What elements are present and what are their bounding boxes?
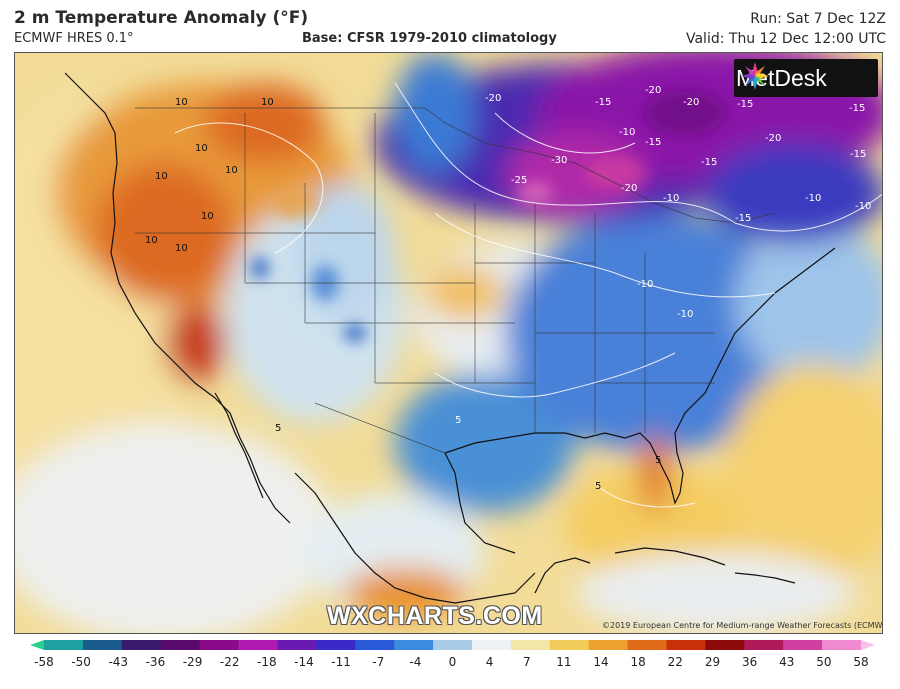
colorbar-segment xyxy=(199,640,240,650)
colorbar-tick-label: -22 xyxy=(219,655,240,669)
colorbar-segment xyxy=(783,640,823,650)
valid-time-label: Valid: Thu 12 Dec 12:00 UTC xyxy=(685,31,886,47)
contour-lines xyxy=(174,82,882,508)
contour-label: -20 xyxy=(621,183,638,194)
contour-label: 10 xyxy=(175,97,188,108)
model-label: ECMWF HRES 0.1° xyxy=(14,31,134,46)
colorbar-tick-label: -50 xyxy=(71,655,91,669)
map-title: 2 m Temperature Anomaly (°F) xyxy=(14,8,309,28)
contour-label: -20 xyxy=(645,85,662,96)
contour-label: -15 xyxy=(849,103,866,114)
colorbar-segment xyxy=(666,640,706,650)
temperature-anomaly-map: 10 10 10 10 10 10 10 10 -20 -15 -20 -20 … xyxy=(14,52,883,634)
contour-label: -20 xyxy=(765,133,782,144)
colorbar-segment xyxy=(627,640,667,650)
colorbar-tick-label: 29 xyxy=(704,655,721,669)
colorbar-tick-label: -43 xyxy=(108,655,129,669)
colorbar xyxy=(30,640,875,650)
coastlines xyxy=(64,72,836,604)
colorbar-segment xyxy=(121,640,162,650)
contour-label: -15 xyxy=(737,99,754,110)
anomaly-field xyxy=(15,53,882,633)
colorbar-segment xyxy=(549,640,590,650)
contour-label: -15 xyxy=(595,97,612,108)
colorbar-segment xyxy=(822,640,862,650)
metdesk-logo: MetDesk xyxy=(734,59,878,97)
contour-label: -10 xyxy=(855,201,872,212)
contour-label: 10 xyxy=(195,143,208,154)
colorbar-tick-label: -58 xyxy=(34,655,54,669)
colorbar-tick-label: 50 xyxy=(816,655,832,669)
contour-label: 10 xyxy=(201,211,214,222)
contour-label: -20 xyxy=(683,97,700,108)
contour-labels: 10 10 10 10 10 10 10 10 -20 -15 -20 -20 … xyxy=(15,53,882,633)
colorbar-segment xyxy=(471,640,512,650)
contour-label: 5 xyxy=(455,415,462,426)
contour-label: -15 xyxy=(850,149,867,160)
contour-label: -25 xyxy=(511,175,528,186)
colorbar-tick-label: -11 xyxy=(331,655,351,669)
colorbar-segment xyxy=(82,640,123,650)
colorbar-segment xyxy=(316,640,356,650)
contour-label: 5 xyxy=(655,455,662,466)
contour-label: 10 xyxy=(225,165,238,176)
contour-label: -10 xyxy=(663,193,680,204)
colorbar-segment xyxy=(44,640,84,650)
colorbar-tick-label: 7 xyxy=(522,655,531,669)
climatology-base-label: Base: CFSR 1979-2010 climatology xyxy=(302,31,557,46)
colorbar-tick-label: 0 xyxy=(448,655,457,669)
wxcharts-watermark: WXCHARTS.COM xyxy=(327,602,543,630)
contour-label: -15 xyxy=(645,137,662,148)
contour-label: -10 xyxy=(619,127,636,138)
colorbar-segment xyxy=(433,640,473,650)
contour-label: 5 xyxy=(595,481,602,492)
colorbar-tick-label: 4 xyxy=(485,655,494,669)
colorbar-min-arrow xyxy=(30,640,44,650)
colorbar-segment xyxy=(355,640,395,650)
colorbar-ticks: -58 -50 -43 -36 -29 -22 -18 -14 -11 -7 -4 0 4 7 11 14 18… xyxy=(0,655,900,677)
colorbar-tick-label: -4 xyxy=(409,655,422,669)
colorbar-segment xyxy=(277,640,317,650)
copyright-notice: ©2019 European Centre for Medium-range W… xyxy=(602,621,883,630)
colorbar-tick-label: -29 xyxy=(182,655,203,669)
colorbar-segment xyxy=(588,640,629,650)
state-borders xyxy=(135,107,776,454)
contour-label: 10 xyxy=(155,171,168,182)
contour-label: -10 xyxy=(637,279,654,290)
colorbar-tick-label: -18 xyxy=(257,655,277,669)
colorbar-segment xyxy=(510,640,551,650)
contour-label: -20 xyxy=(485,93,502,104)
run-time-label: Run: Sat 7 Dec 12Z xyxy=(750,11,886,27)
colorbar-max-arrow xyxy=(861,640,875,650)
colorbar-tick-label: -36 xyxy=(145,655,166,669)
contour-label: -15 xyxy=(735,213,752,224)
contour-label: 5 xyxy=(275,423,282,434)
map-canvas xyxy=(15,53,882,633)
contour-label: -10 xyxy=(677,309,694,320)
colorbar-tick-label: 18 xyxy=(630,655,646,669)
colorbar-tick-label: 11 xyxy=(556,655,572,669)
colorbar-segment xyxy=(238,640,278,650)
colorbar-tick-label: 43 xyxy=(779,655,795,669)
colorbar-tick-label: -7 xyxy=(372,655,385,669)
colorbar-segment xyxy=(394,640,434,650)
colorbar-tick-label: 14 xyxy=(593,655,609,669)
contour-label: 10 xyxy=(145,235,158,246)
metdesk-starburst-icon xyxy=(741,62,769,90)
colorbar-tick-label: 36 xyxy=(741,655,758,669)
contour-label: 10 xyxy=(175,243,188,254)
colorbar-tick-label: 22 xyxy=(667,655,683,669)
contour-label: -15 xyxy=(701,157,718,168)
colorbar-segment xyxy=(160,640,201,650)
contour-label: -30 xyxy=(551,155,568,166)
colorbar-segment xyxy=(744,640,784,650)
colorbar-segment xyxy=(705,640,745,650)
contour-label: -10 xyxy=(805,193,822,204)
colorbar-tick-label: -14 xyxy=(294,655,314,669)
colorbar-tick-label: 58 xyxy=(853,655,869,669)
contour-label: 10 xyxy=(261,97,274,108)
